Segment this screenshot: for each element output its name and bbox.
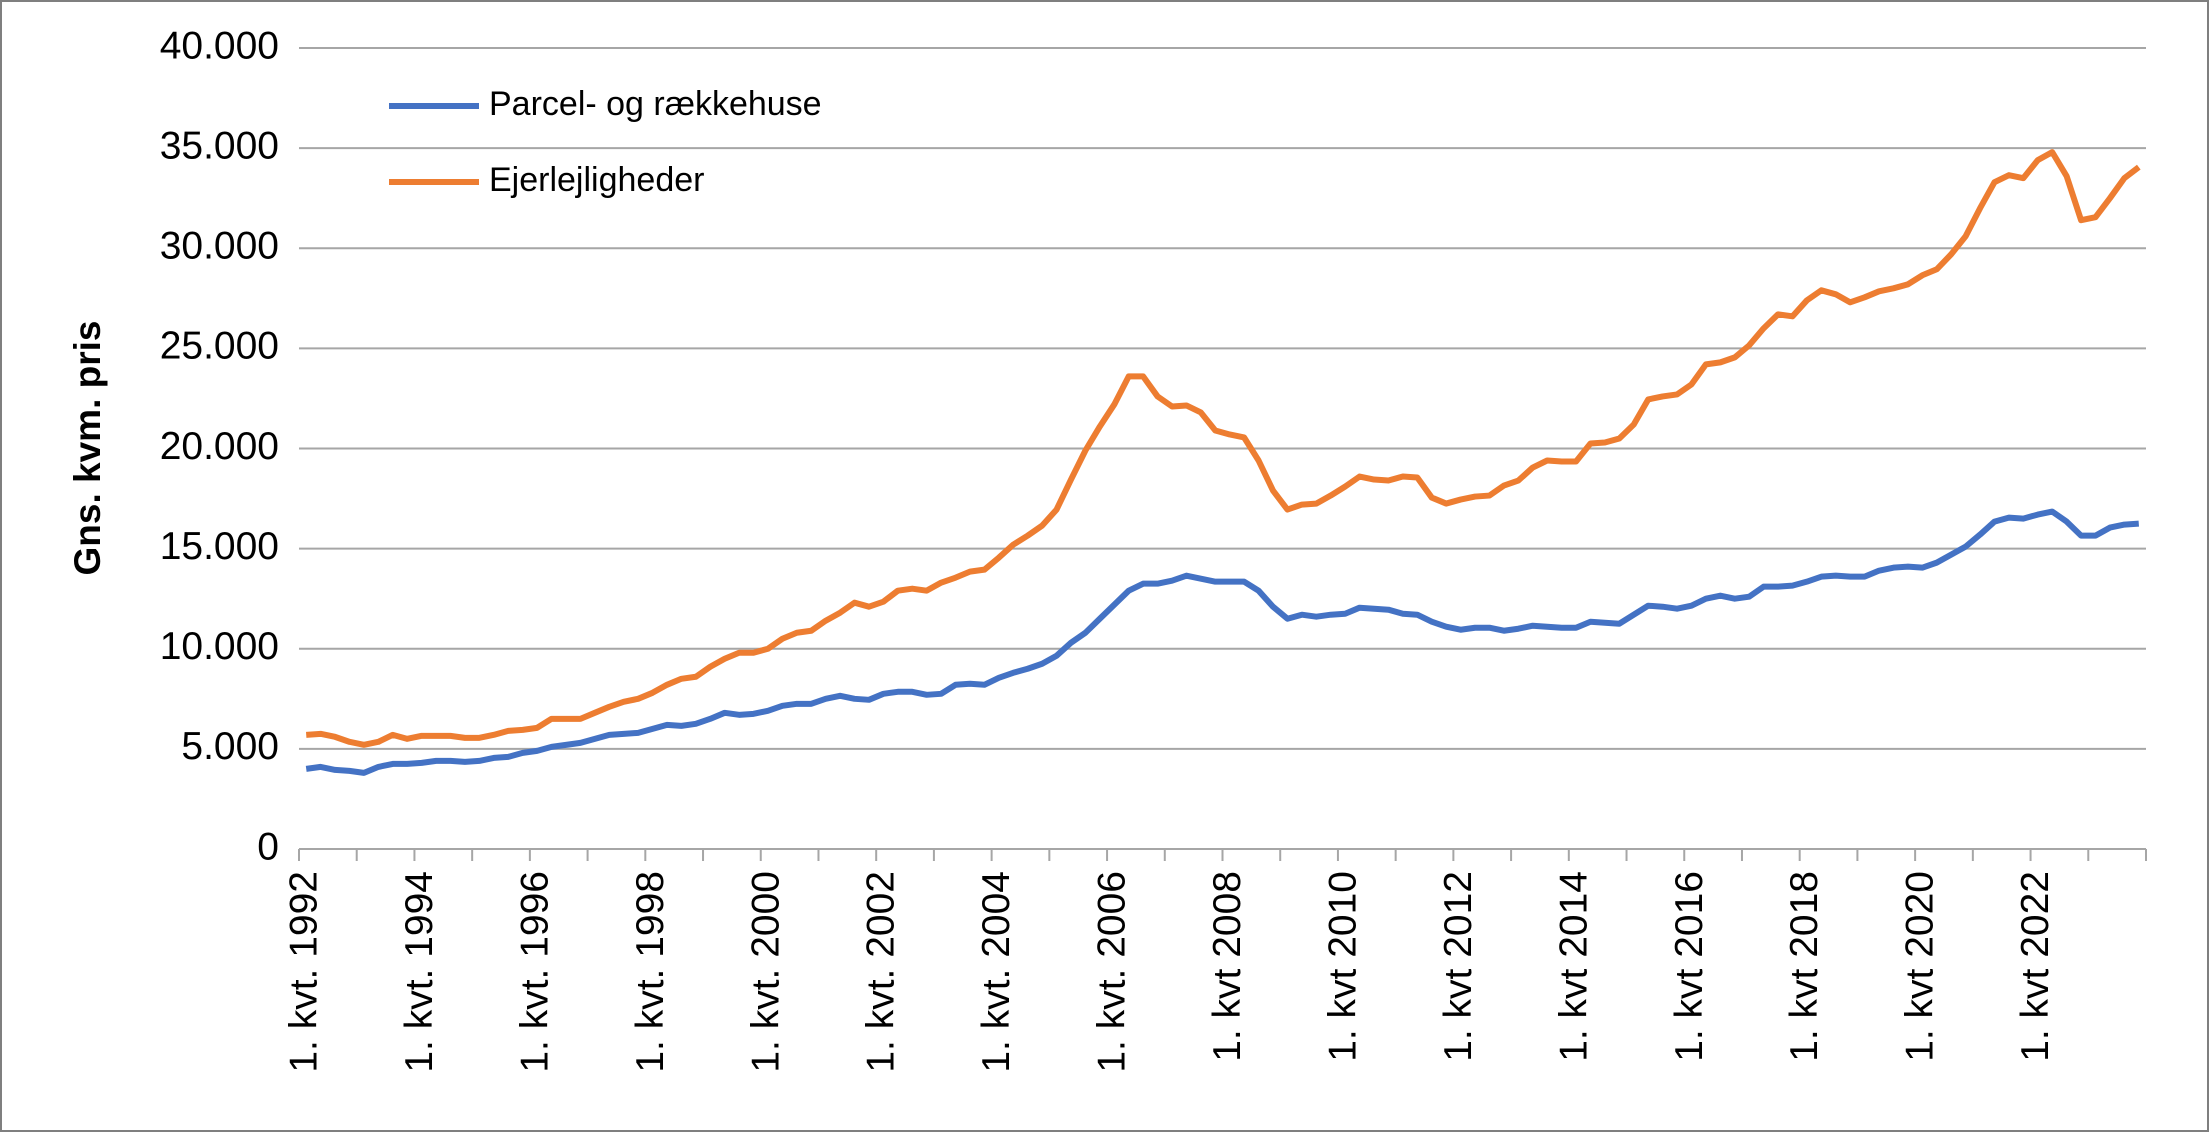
x-tick-label: 1. kvt 2018 <box>1783 871 1826 1062</box>
x-tick-label: 1. kvt. 2002 <box>860 871 903 1073</box>
x-tick-label: 1. kvt. 1998 <box>629 871 672 1073</box>
y-tick-label: 35.000 <box>160 124 279 167</box>
y-tick-label: 10.000 <box>160 625 279 668</box>
x-tick-label: 1. kvt. 2006 <box>1091 871 1134 1073</box>
y-tick-label: 0 <box>257 825 279 868</box>
legend-label: Parcel- og rækkehuse <box>489 85 822 123</box>
x-tick-label: 1. kvt 2010 <box>1321 871 1364 1062</box>
x-tick-label: 1. kvt 2008 <box>1206 871 1249 1062</box>
x-tick-label: 1. kvt 2022 <box>2014 871 2057 1062</box>
x-tick-label: 1. kvt. 2000 <box>744 871 787 1073</box>
x-tick-label: 1. kvt 2016 <box>1668 871 1711 1062</box>
y-tick-label: 5.000 <box>181 725 279 768</box>
x-tick-label: 1. kvt. 1996 <box>513 871 556 1073</box>
x-tick-label: 1. kvt. 1994 <box>398 871 441 1073</box>
y-axis-title: Gns. kvm. pris <box>67 321 108 576</box>
data-line <box>305 508 2139 776</box>
x-tick-label: 1. kvt. 2004 <box>975 871 1018 1073</box>
x-tick-label: 1. kvt 2020 <box>1899 871 1942 1062</box>
x-tick-label: 1. kvt. 1992 <box>283 871 326 1073</box>
x-tick-label: 1. kvt 2014 <box>1552 871 1595 1062</box>
data-line <box>306 149 2141 748</box>
y-tick-label: 30.000 <box>160 225 279 268</box>
y-tick-label: 15.000 <box>160 525 279 568</box>
x-tick-label: 1. kvt 2012 <box>1437 871 1480 1062</box>
y-tick-label: 20.000 <box>160 425 279 468</box>
y-tick-label: 25.000 <box>160 325 279 368</box>
legend-label: Ejerlejligheder <box>489 161 704 199</box>
y-tick-label: 40.000 <box>160 24 279 67</box>
